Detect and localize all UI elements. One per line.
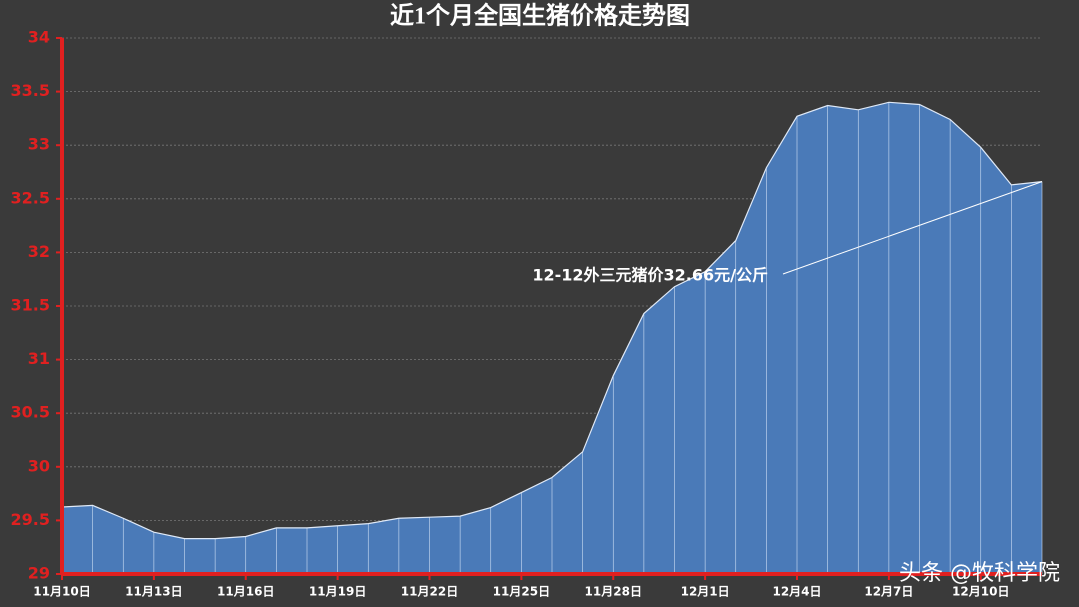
y-tick-label: 32 <box>28 242 50 261</box>
x-tick-label: 11月22日 <box>401 585 458 599</box>
y-tick-label: 30.5 <box>11 403 50 422</box>
x-tick-label: 11月28日 <box>585 585 642 599</box>
line <box>61 101 1043 540</box>
y-tick-label: 33.5 <box>11 81 50 100</box>
x-tick-label: 11月19日 <box>309 585 366 599</box>
x-tick-label: 12月1日 <box>681 585 730 599</box>
y-tick-label: 31.5 <box>11 296 50 315</box>
x-tick-label: 12月10日 <box>952 585 1009 599</box>
y-tick-label: 29.5 <box>11 510 50 529</box>
x-tick-label: 11月25日 <box>493 585 550 599</box>
y-tick-label: 29 <box>28 564 50 583</box>
chart-title: 近1个月全国生猪价格走势图 <box>390 2 690 30</box>
y-tick-label: 32.5 <box>11 188 50 207</box>
watermark: 头条 @牧科学院 <box>899 561 1060 586</box>
annotation-leader <box>782 181 1043 275</box>
y-tick-label: 30 <box>28 456 50 475</box>
x-tick-label: 11月13日 <box>125 585 182 599</box>
x-tick-label: 12月7日 <box>864 585 913 599</box>
x-tick-label: 11月10日 <box>33 585 90 599</box>
y-tick-label: 34 <box>28 28 50 47</box>
x-tick-label: 11月16日 <box>217 585 274 599</box>
y-tick-label: 31 <box>28 349 50 368</box>
annotation: 12-12外三元猪价32.66元/公斤 <box>532 266 768 285</box>
x-tick-label: 12月4日 <box>772 585 821 599</box>
y-tick-label: 33 <box>28 135 50 154</box>
